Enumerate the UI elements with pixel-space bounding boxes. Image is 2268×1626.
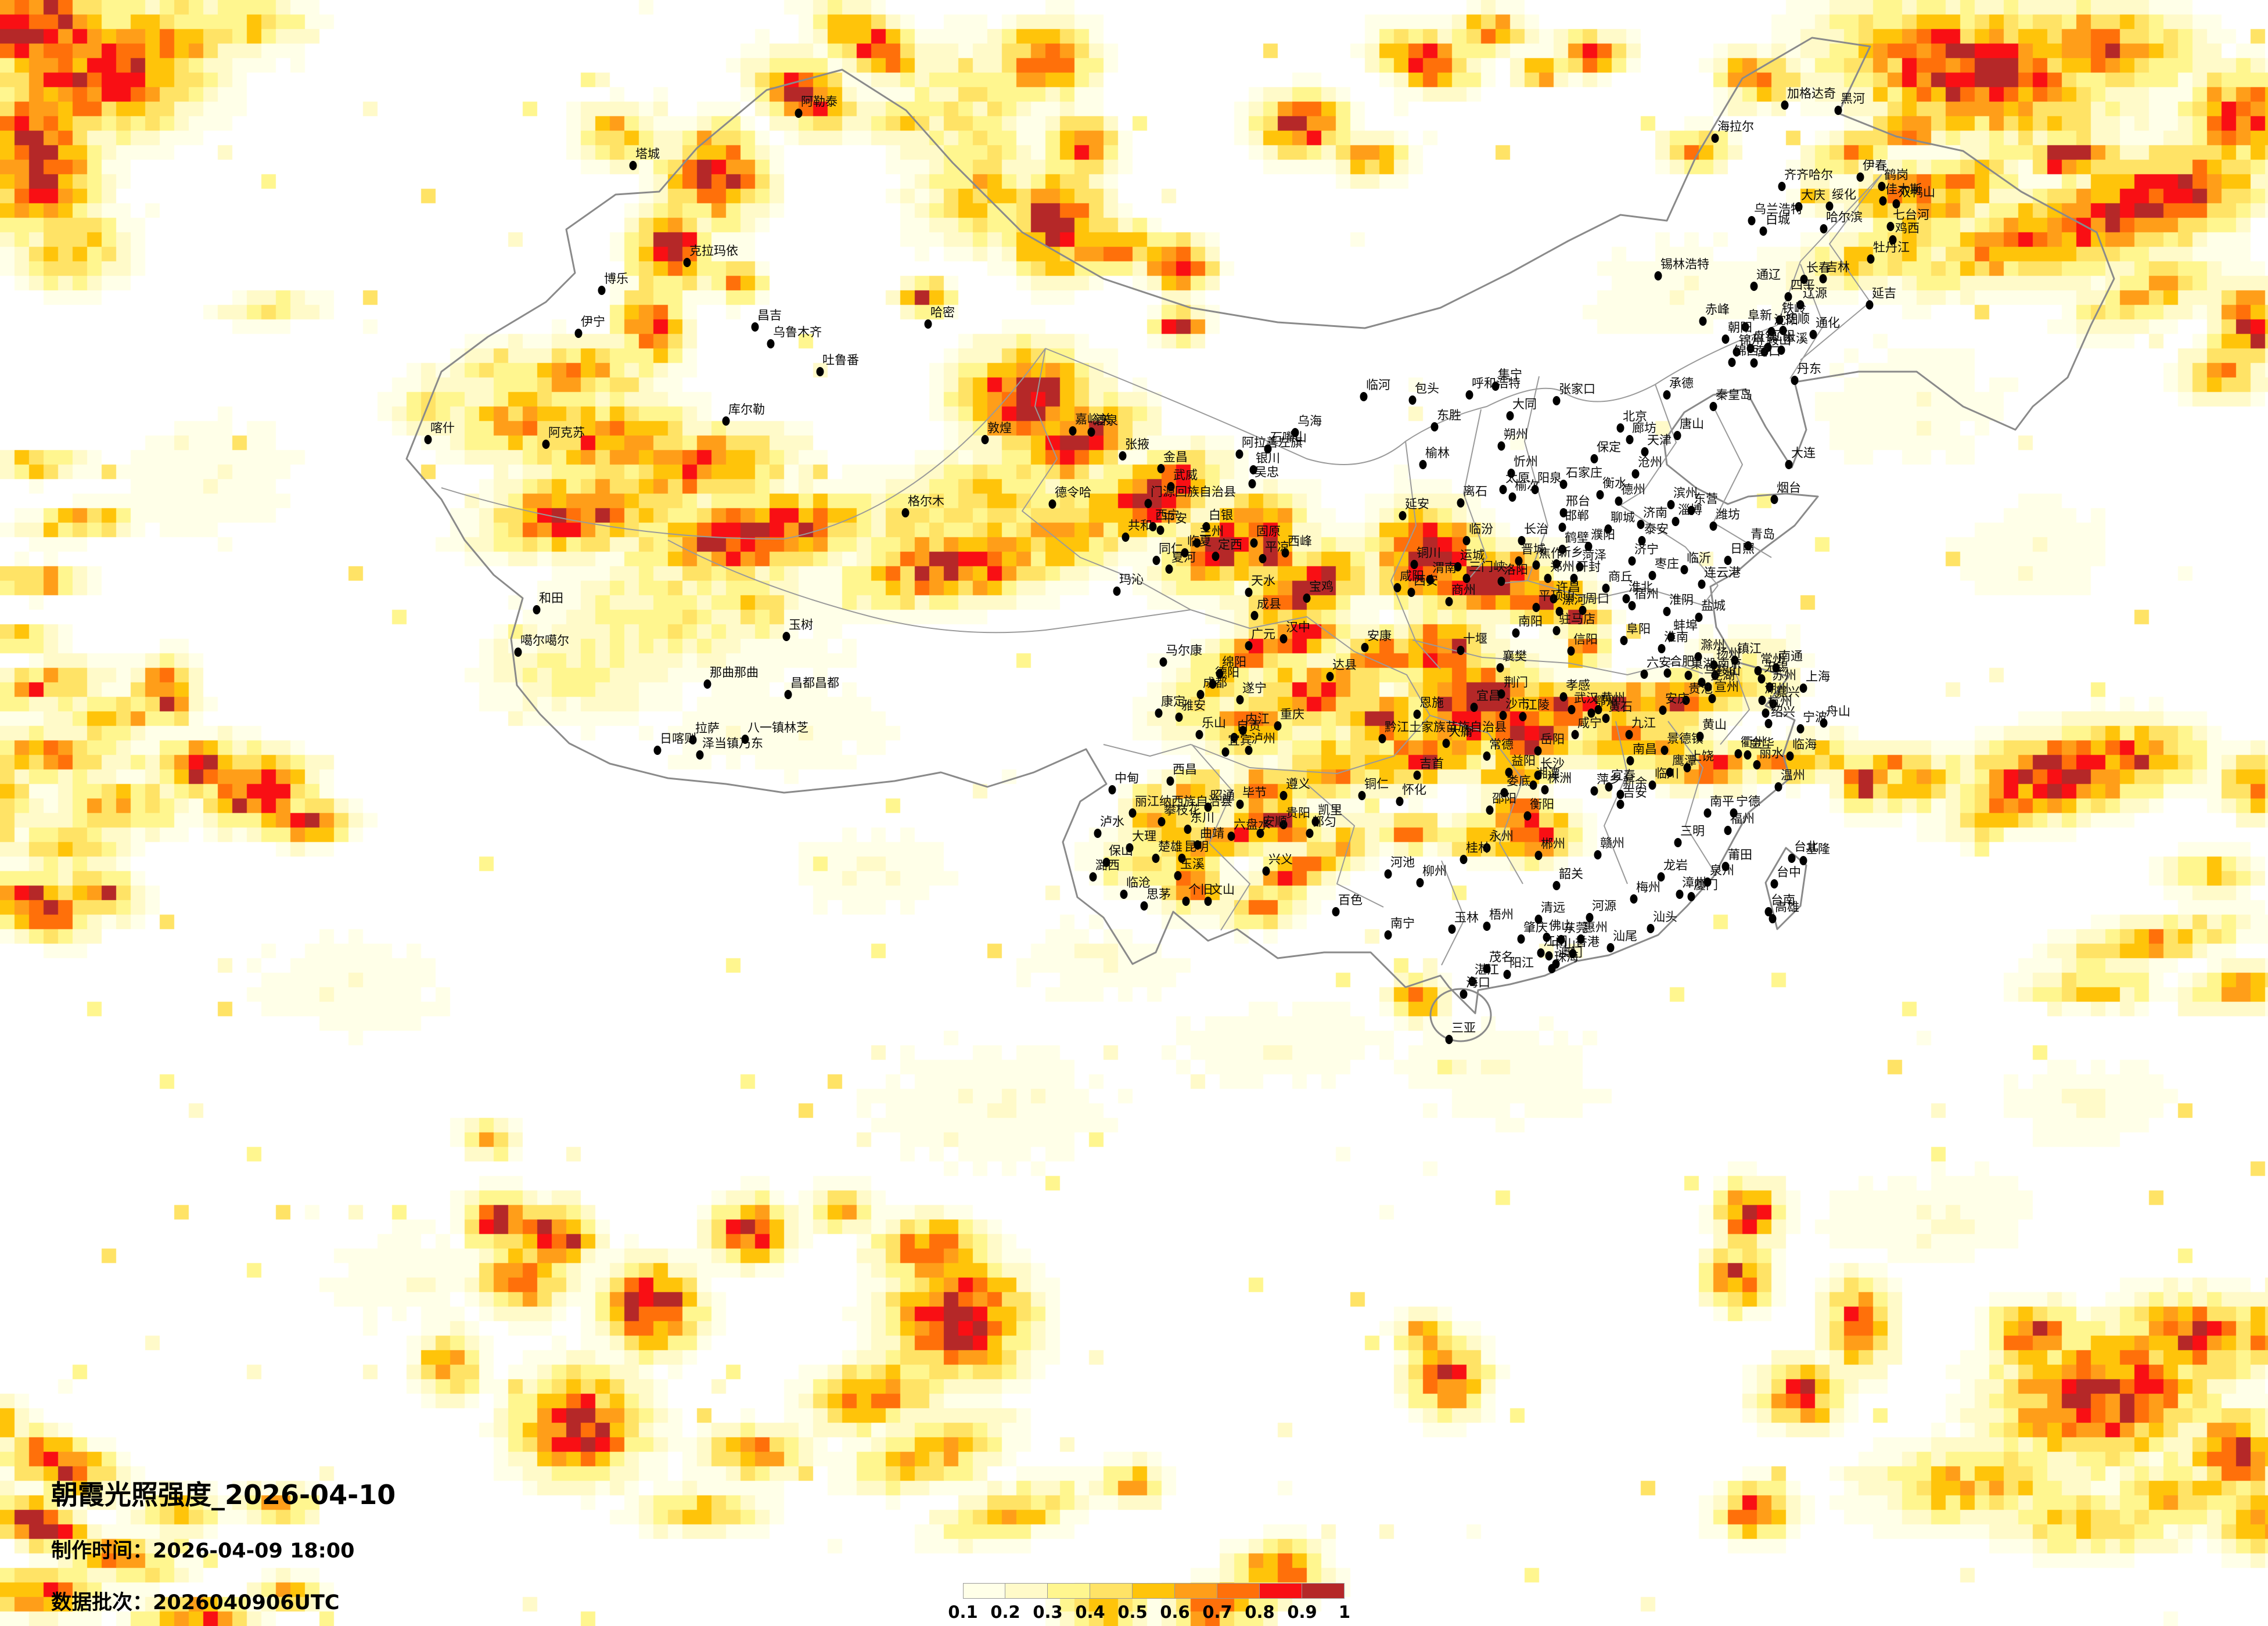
legend-swatch bbox=[1217, 1583, 1260, 1599]
color-legend: 0.1 0.2 0.3 0.4 0.5 0.6 0.7 0.8 0.9 1 bbox=[948, 1583, 1350, 1625]
legend-swatch bbox=[963, 1583, 1005, 1599]
legend-swatch bbox=[1048, 1583, 1090, 1599]
legend-swatch bbox=[1090, 1583, 1133, 1599]
production-time-value: 2026-04-09 18:00 bbox=[153, 1539, 355, 1563]
data-batch-line: 数据批次：2026040906UTC bbox=[51, 1586, 396, 1616]
legend-tick: 0.5 bbox=[1117, 1602, 1148, 1622]
data-batch-label: 数据批次： bbox=[51, 1591, 153, 1614]
legend-tick: 0.7 bbox=[1202, 1602, 1232, 1622]
legend-tick: 0.2 bbox=[990, 1602, 1020, 1622]
legend-swatch bbox=[1260, 1583, 1302, 1599]
legend-tick: 0.1 bbox=[948, 1602, 978, 1622]
data-batch-value: 2026040906UTC bbox=[153, 1591, 340, 1614]
production-time-label: 制作时间： bbox=[51, 1539, 153, 1563]
production-time-line: 制作时间：2026-04-09 18:00 bbox=[51, 1534, 396, 1564]
legend-tick: 0.4 bbox=[1075, 1602, 1105, 1622]
legend-ticks: 0.1 0.2 0.3 0.4 0.5 0.6 0.7 0.8 0.9 1 bbox=[948, 1602, 1350, 1625]
legend-tick: 0.8 bbox=[1245, 1602, 1275, 1622]
map-title: 朝霞光照强度_2026-04-10 bbox=[51, 1479, 396, 1510]
legend-tick: 1 bbox=[1338, 1602, 1351, 1622]
legend-tick: 0.9 bbox=[1287, 1602, 1317, 1622]
legend-swatch bbox=[1302, 1583, 1345, 1599]
title-block: 朝霞光照强度_2026-04-10 制作时间：2026-04-09 18:00 … bbox=[51, 1474, 396, 1616]
legend-tick: 0.6 bbox=[1160, 1602, 1190, 1622]
legend-swatch bbox=[1133, 1583, 1175, 1599]
legend-swatches bbox=[963, 1583, 1345, 1599]
legend-swatch bbox=[1005, 1583, 1048, 1599]
legend-tick: 0.3 bbox=[1033, 1602, 1063, 1622]
legend-swatch bbox=[1175, 1583, 1217, 1599]
